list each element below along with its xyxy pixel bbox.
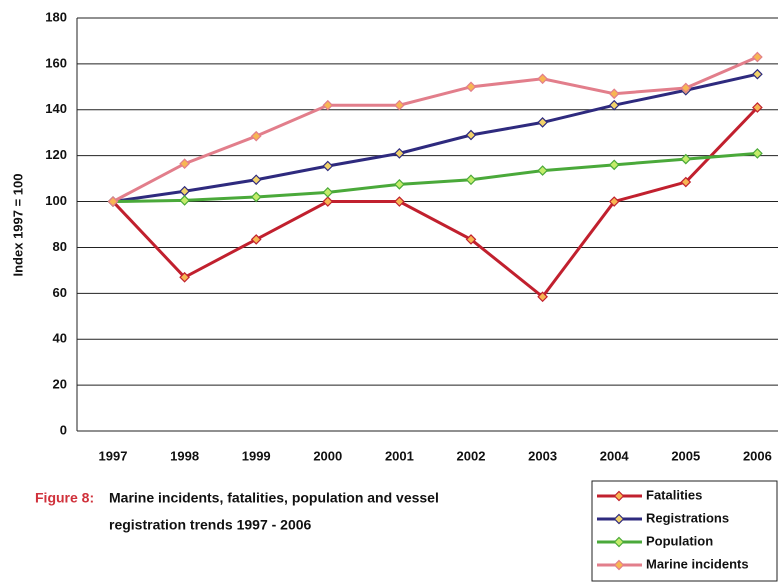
point-marker — [179, 158, 190, 170]
point-marker — [465, 129, 477, 141]
point-marker — [322, 160, 334, 172]
point-marker — [179, 185, 190, 197]
point-marker — [465, 174, 477, 186]
point-marker — [250, 130, 262, 142]
x-tick-label: 2000 — [313, 448, 342, 463]
point-marker — [680, 153, 692, 165]
x-tick-label: 1999 — [242, 448, 271, 463]
series-line — [112, 151, 758, 204]
series-line — [112, 55, 758, 203]
y-tick-label: 160 — [45, 55, 67, 70]
point-marker — [752, 102, 763, 113]
point-marker — [322, 196, 334, 207]
x-tick-label: 1998 — [170, 448, 199, 463]
y-tick-label: 20 — [53, 377, 67, 392]
point-marker — [752, 148, 763, 159]
legend-marker — [613, 559, 625, 571]
legend-label: Population — [646, 533, 713, 548]
point-marker — [394, 196, 405, 207]
point-marker — [322, 187, 334, 198]
y-tick-label: 80 — [53, 239, 67, 254]
x-tick-label: 2003 — [528, 448, 557, 463]
y-tick-label: 60 — [53, 285, 67, 300]
y-tick-label: 180 — [45, 9, 67, 24]
x-tick-label: 1997 — [99, 448, 128, 463]
point-marker — [179, 271, 190, 283]
point-marker — [537, 291, 548, 303]
legend-marker — [613, 536, 625, 548]
point-marker — [608, 99, 620, 111]
point-marker — [680, 176, 692, 188]
point-marker — [394, 178, 405, 190]
y-tick-label: 100 — [45, 193, 67, 208]
caption-line: registration trends 1997 - 2006 — [109, 517, 312, 533]
legend-marker — [613, 490, 625, 502]
y-tick-label: 140 — [45, 101, 67, 116]
y-tick-label: 120 — [45, 147, 67, 162]
legend-label: Registrations — [646, 510, 729, 525]
point-marker — [107, 196, 119, 207]
point-marker — [608, 159, 620, 171]
x-tick-label: 2001 — [385, 448, 414, 463]
point-marker — [537, 165, 548, 176]
point-marker — [680, 82, 692, 94]
point-marker — [465, 81, 477, 93]
point-marker — [394, 99, 405, 111]
legend-marker — [613, 513, 625, 525]
point-marker — [250, 191, 262, 203]
point-marker — [537, 73, 548, 85]
x-tick-label: 2005 — [671, 448, 700, 463]
y-tick-label: 0 — [60, 422, 67, 437]
series-line — [112, 72, 758, 204]
caption-label: Figure 8: — [35, 490, 94, 506]
caption-line: Marine incidents, fatalities, population… — [109, 490, 439, 506]
point-marker — [394, 148, 405, 159]
point-marker — [608, 88, 620, 100]
x-tick-label: 2002 — [457, 448, 486, 463]
legend-label: Fatalities — [646, 487, 702, 502]
point-marker — [250, 174, 262, 186]
point-marker — [250, 234, 262, 245]
y-tick-label: 40 — [53, 331, 67, 346]
series-line — [111, 106, 759, 299]
x-tick-label: 2004 — [600, 448, 630, 463]
point-marker — [752, 51, 763, 63]
y-axis-label: Index 1997 = 100 — [10, 174, 25, 277]
point-marker — [179, 195, 190, 206]
point-marker — [608, 196, 620, 207]
point-marker — [752, 68, 763, 80]
point-marker — [537, 117, 548, 128]
point-marker — [465, 234, 477, 245]
legend-label: Marine incidents — [646, 556, 749, 571]
point-marker — [322, 99, 334, 111]
x-tick-label: 2006 — [743, 448, 772, 463]
